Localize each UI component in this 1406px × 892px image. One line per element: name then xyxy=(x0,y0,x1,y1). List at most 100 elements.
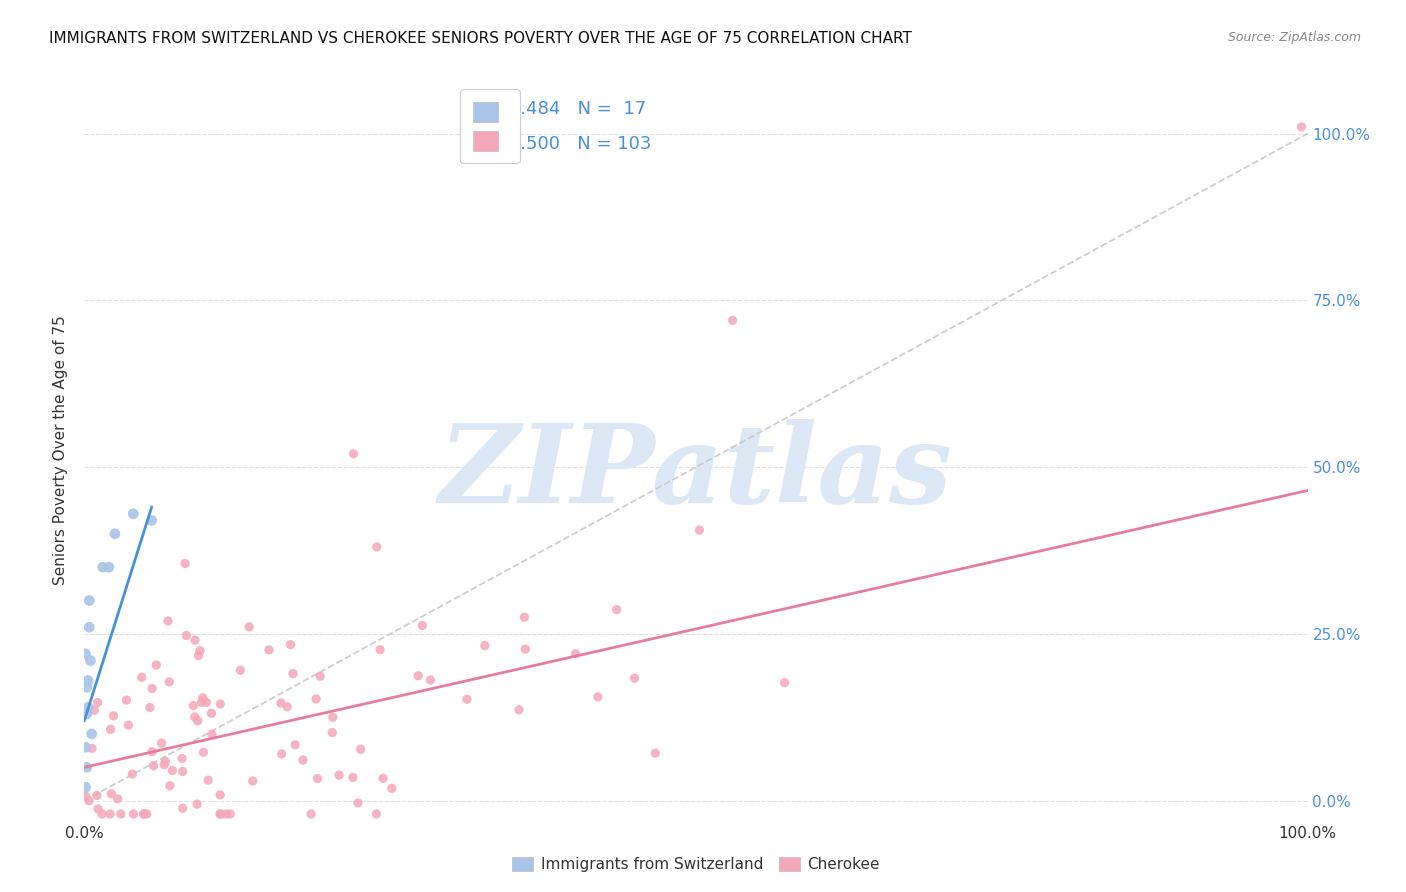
Point xyxy=(366,807,388,822)
Text: ZIPatlas: ZIPatlas xyxy=(439,419,953,526)
Point xyxy=(305,692,328,706)
Y-axis label: Seniors Poverty Over the Age of 75: Seniors Poverty Over the Age of 75 xyxy=(53,316,69,585)
Point xyxy=(139,700,162,714)
Point xyxy=(75,789,97,804)
Point xyxy=(77,794,100,808)
Point xyxy=(91,807,114,822)
Point xyxy=(209,788,232,802)
Point xyxy=(368,642,391,657)
Point xyxy=(688,523,710,537)
Point xyxy=(121,767,143,781)
Point xyxy=(174,557,197,571)
Point xyxy=(270,696,292,710)
Point xyxy=(406,669,429,683)
Point xyxy=(515,642,537,657)
Point xyxy=(97,560,120,574)
Point xyxy=(366,540,388,554)
Text: R = 0.484   N =  17: R = 0.484 N = 17 xyxy=(470,100,645,118)
Point xyxy=(229,663,252,677)
Point xyxy=(371,772,394,786)
Point xyxy=(83,703,105,717)
Point xyxy=(122,807,145,822)
Point xyxy=(209,697,232,711)
Point xyxy=(131,670,153,684)
Point xyxy=(564,647,586,661)
Point xyxy=(200,706,222,721)
Point xyxy=(773,675,796,690)
Point xyxy=(86,696,108,710)
Point xyxy=(103,708,125,723)
Point xyxy=(117,718,139,732)
Point xyxy=(75,647,97,661)
Point xyxy=(104,526,127,541)
Point xyxy=(350,742,373,756)
Point xyxy=(242,774,264,789)
Point xyxy=(100,787,122,801)
Point xyxy=(606,602,628,616)
Point xyxy=(110,807,132,822)
Point xyxy=(209,807,232,822)
Point xyxy=(100,723,122,737)
Point xyxy=(307,772,329,786)
Point xyxy=(586,690,609,704)
Point xyxy=(153,757,176,772)
Point xyxy=(91,560,114,574)
Point xyxy=(107,792,129,806)
Point xyxy=(98,807,121,822)
Point xyxy=(132,807,155,822)
Point xyxy=(76,760,98,774)
Point xyxy=(156,614,179,628)
Point xyxy=(721,313,744,327)
Point xyxy=(186,797,208,812)
Point xyxy=(141,681,163,696)
Point xyxy=(142,759,165,773)
Point xyxy=(270,747,292,761)
Point xyxy=(280,638,302,652)
Point xyxy=(219,807,242,822)
Point xyxy=(187,648,209,663)
Point xyxy=(321,725,343,739)
Point xyxy=(122,507,145,521)
Point xyxy=(419,673,441,687)
Point xyxy=(190,695,212,709)
Point xyxy=(77,620,100,634)
Point xyxy=(141,745,163,759)
Point xyxy=(215,807,238,822)
Point xyxy=(644,746,666,760)
Point xyxy=(328,768,350,782)
Point xyxy=(238,620,260,634)
Point xyxy=(276,699,298,714)
Point xyxy=(456,692,478,706)
Point xyxy=(257,643,280,657)
Point xyxy=(381,781,404,796)
Point xyxy=(322,710,344,724)
Point xyxy=(75,780,97,795)
Point xyxy=(1291,120,1313,134)
Point xyxy=(141,514,163,528)
Point xyxy=(159,779,181,793)
Point xyxy=(172,751,194,765)
Point xyxy=(474,639,496,653)
Point xyxy=(162,764,184,778)
Point xyxy=(172,764,194,779)
Point xyxy=(80,727,103,741)
Point xyxy=(132,807,155,822)
Point xyxy=(135,807,157,822)
Point xyxy=(157,674,180,689)
Point xyxy=(197,773,219,788)
Text: IMMIGRANTS FROM SWITZERLAND VS CHEROKEE SENIORS POVERTY OVER THE AGE OF 75 CORRE: IMMIGRANTS FROM SWITZERLAND VS CHEROKEE … xyxy=(49,31,912,46)
Point xyxy=(193,745,215,759)
Point xyxy=(201,727,224,741)
Point xyxy=(87,802,110,816)
Point xyxy=(176,628,198,642)
Point xyxy=(155,755,177,769)
Point xyxy=(184,710,207,724)
Point xyxy=(281,666,304,681)
Point xyxy=(76,680,98,694)
Point xyxy=(77,593,100,607)
Point xyxy=(77,673,100,688)
Point xyxy=(284,738,307,752)
Point xyxy=(150,736,173,750)
Text: R = 0.500   N = 103: R = 0.500 N = 103 xyxy=(470,135,651,153)
Point xyxy=(623,671,645,685)
